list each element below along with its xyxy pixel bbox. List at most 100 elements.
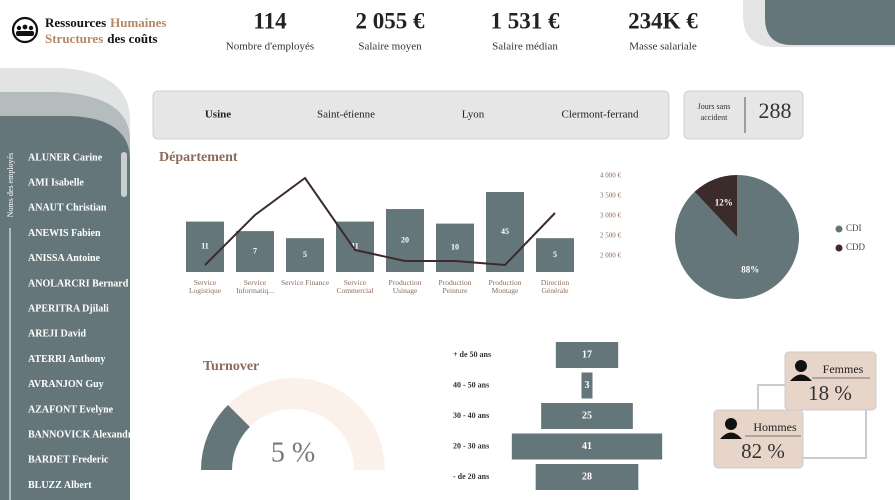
bar — [541, 403, 633, 429]
tabs: Usine Saint-étienne Lyon Clermont-ferrand — [205, 109, 639, 121]
legend-swatch — [835, 244, 843, 252]
x-tick-label: Direction Générale — [540, 279, 570, 295]
employee-name[interactable]: AVRANJON Guy — [28, 379, 104, 390]
x-tick-label: Service Logistique — [188, 279, 222, 295]
x-tick-label: Service Finance — [280, 279, 330, 287]
employee-name[interactable]: APERITRA Djilali — [28, 303, 109, 314]
header-title: Ressources Humaines — [45, 15, 166, 30]
category-label-box: Production Peinture — [438, 279, 472, 295]
bar-label: 11 — [201, 242, 209, 251]
bar-label: 17 — [582, 349, 592, 360]
gender-card — [784, 351, 877, 411]
kpi-label: Masse salariale — [629, 41, 697, 53]
connector — [757, 384, 785, 410]
y-tick-label: 20 - 30 ans — [453, 441, 489, 450]
tab[interactable]: Saint-étienne — [317, 109, 375, 121]
y2-tick-label: 2 000 € — [600, 252, 622, 260]
employee-name[interactable]: BARDET Frederic — [28, 455, 109, 466]
kpi-label: Salaire médian — [492, 41, 558, 53]
bar — [286, 238, 324, 272]
y-tick-label: - de 20 ans — [453, 472, 489, 481]
accident-label: Jours sans — [698, 102, 731, 111]
tab[interactable]: Usine — [205, 109, 231, 121]
gauge-track — [201, 378, 385, 470]
category-label-box: Direction Générale — [540, 279, 570, 295]
female-icon — [790, 360, 812, 381]
y2-tick-label: 3 000 € — [600, 212, 622, 220]
x-tick-label: Production Peinture — [438, 279, 472, 295]
kpi-value: 234K € — [628, 8, 698, 33]
male-icon — [720, 418, 742, 439]
chart-title: Département — [159, 150, 238, 165]
employee-name[interactable]: ANAUT Christian — [28, 203, 107, 214]
subtitle-accent: Structures — [45, 31, 103, 46]
gender-value: 18 % — [808, 381, 852, 405]
employee-name[interactable]: AMI Isabelle — [28, 177, 84, 188]
pie-label: 88% — [741, 264, 759, 274]
bar-label: 41 — [582, 441, 592, 452]
employee-name[interactable]: ALUNER Carine — [28, 152, 103, 163]
bar — [536, 238, 574, 272]
employee-name[interactable]: AREJI David — [28, 329, 87, 340]
accident-card — [683, 90, 804, 140]
scrollbar[interactable] — [121, 152, 127, 197]
y2-tick-label: 4 000 € — [600, 172, 622, 180]
legend-label: CDD — [846, 242, 866, 252]
category-label-box: Service Informatiq... — [236, 279, 274, 295]
y2-tick-label: 3 500 € — [600, 192, 622, 200]
employee-name[interactable]: ANISSA Antoine — [28, 253, 101, 264]
bar — [555, 342, 619, 368]
tab[interactable]: Clermont-ferrand — [562, 109, 639, 121]
y2-tick-label: 2 500 € — [600, 232, 622, 240]
gauge-value — [201, 404, 250, 470]
bar-label: 5 — [553, 250, 557, 259]
employee-name[interactable]: ANOLARCRI Bernard — [28, 278, 129, 289]
bar-label: 11 — [351, 242, 359, 251]
category-label-box: Service Finance — [280, 279, 330, 287]
title-accent: Humaines — [110, 15, 166, 30]
gender-value: 82 % — [741, 439, 785, 463]
x-tick-label: Service Commercial — [336, 279, 374, 295]
y-tick-label: 30 - 40 ans — [453, 411, 489, 420]
tab[interactable]: Lyon — [462, 109, 485, 121]
bar — [511, 433, 663, 460]
filter-bar — [152, 90, 670, 140]
y-tick-label: + de 50 ans — [453, 350, 491, 359]
name-list: ALUNER Carine AMI Isabelle ANAUT Christian… — [28, 152, 137, 491]
bar-label: 20 — [401, 235, 409, 244]
legend-label: CDI — [846, 223, 862, 233]
bar-label: 28 — [582, 471, 592, 482]
pie-label: 12% — [715, 198, 733, 208]
sidebar — [0, 116, 130, 500]
gauge-label: 5 % — [271, 437, 315, 468]
x-tick-label: Production Usinage — [388, 279, 422, 295]
category-label-box: Service Logistique — [188, 279, 222, 295]
chart-title: Turnover — [203, 359, 259, 374]
bar-label: 7 — [253, 246, 257, 255]
employee-name[interactable]: ATERRI Anthony — [28, 354, 105, 365]
kpi-value: 114 — [253, 8, 287, 33]
bar — [436, 223, 474, 272]
bar — [535, 464, 639, 490]
employee-name[interactable]: BLUZZ Albert — [28, 480, 92, 491]
employee-name[interactable]: BANNOVICK Alexandre — [28, 429, 137, 440]
employee-name[interactable]: ANEWIS Fabien — [28, 228, 101, 239]
accident-value: 288 — [759, 98, 792, 123]
employee-name[interactable]: AZAFONT Evelyne — [28, 404, 114, 415]
category-label-box: Production Montage — [488, 279, 522, 295]
kpi-row: 114 Nombre d'employés 2 055 € Salaire moyen… — [226, 8, 699, 52]
subtitle-part: des coûts — [107, 31, 157, 46]
sidebar-label: Noms des employés — [6, 153, 15, 217]
x-tick-label: Production Montage — [488, 279, 522, 295]
bar — [236, 231, 274, 272]
kpi-value: 2 055 € — [356, 8, 426, 33]
bar — [336, 221, 374, 272]
kpi-value: 1 531 € — [491, 8, 561, 33]
gender-label: Femmes — [823, 362, 864, 376]
legend-swatch — [835, 225, 843, 233]
kpi-label: Salaire moyen — [358, 41, 422, 53]
gender-label: Hommes — [753, 420, 797, 434]
logo — [11, 16, 39, 44]
